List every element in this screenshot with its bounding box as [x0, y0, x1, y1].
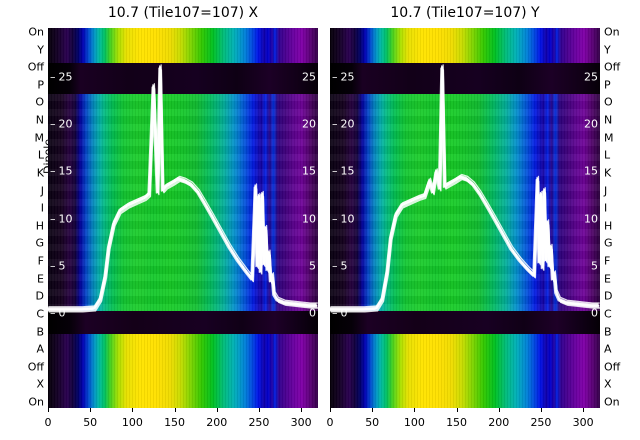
bandpass-trace [330, 66, 600, 311]
heat-band-separator-upper [48, 62, 318, 95]
dipole-tick-label: On [28, 25, 44, 39]
x-tick-mark [414, 408, 416, 412]
dipole-tick-label: E [604, 272, 611, 286]
dipole-tick-label: Off [27, 60, 44, 74]
dipole-tick-label: K [36, 166, 44, 180]
dipole-axis-right: On Y Off P O N M L K J I H G F E D C B A Off X On [604, 25, 638, 409]
dipole-tick-label: D [604, 289, 613, 303]
heatmap-panel-y[interactable]: 25201510502520151050 [330, 28, 600, 408]
bandpass-trace [330, 64, 600, 308]
dipole-tick-label: A [36, 342, 44, 356]
dipole-tick-label: D [35, 289, 44, 303]
heatmap-panel-x[interactable]: 25201510502520151050 [48, 28, 318, 408]
x-tick-label: 50 [365, 416, 380, 429]
dipole-tick-label: H [35, 219, 44, 233]
x-tick-label: 0 [326, 416, 334, 429]
dipole-tick-label: Off [27, 360, 44, 374]
x-tick-label: 100 [403, 416, 425, 429]
x-tick-label: 250 [248, 416, 270, 429]
bandpass-trace [48, 65, 317, 309]
panel-title-y: 10.7 (Tile107=107) Y [390, 5, 540, 21]
bandpass-trace [48, 67, 316, 311]
x-tick-mark [540, 408, 542, 412]
dipole-tick-label: C [604, 307, 612, 321]
x-tick-mark [456, 408, 458, 412]
dipole-tick-label: P [37, 78, 44, 92]
bandpass-trace [48, 64, 318, 308]
dipole-tick-label: On [28, 395, 44, 409]
x-tick-mark [48, 408, 49, 412]
dipole-tick-label: I [604, 201, 608, 215]
dipole-tick-label: I [40, 201, 44, 215]
bandpass-trace [48, 66, 318, 311]
dipole-tick-label: H [604, 219, 613, 233]
dipole-tick-label: F [604, 254, 611, 268]
bandpass-trace [330, 65, 599, 309]
x-tick-mark [258, 408, 260, 412]
heat-band-separator-lower [48, 311, 318, 335]
dipole-tick-label: Off [604, 360, 621, 374]
x-tick-label: 200 [206, 416, 228, 429]
dipole-tick-label: E [37, 272, 44, 286]
x-tick-mark [132, 408, 134, 412]
x-tick-mark [330, 408, 331, 412]
dipole-tick-label: On [604, 25, 620, 39]
x-tick-mark [90, 408, 92, 412]
x-tick-label: 200 [488, 416, 510, 429]
dipole-tick-label: G [35, 236, 44, 250]
dipole-tick-label: N [35, 113, 44, 127]
dipole-tick-label: N [604, 113, 613, 127]
bandpass-trace [330, 69, 600, 313]
dipole-tick-label: A [604, 342, 612, 356]
x-tick-label: 300 [572, 416, 594, 429]
x-tick-mark [216, 408, 218, 412]
heat-band-separator-upper [330, 62, 600, 95]
dipole-tick-label: On [604, 395, 620, 409]
x-tick-label: 150 [164, 416, 186, 429]
dipole-tick-label: L [604, 148, 611, 162]
x-tick-mark [583, 408, 585, 412]
panel-title-x: 10.7 (Tile107=107) X [107, 5, 259, 21]
dipole-tick-label: M [604, 131, 614, 145]
x-tick-mark [301, 408, 303, 412]
x-tick-label: 300 [290, 416, 312, 429]
x-tick-mark [372, 408, 374, 412]
dipole-tick-label: B [36, 325, 44, 339]
x-tick-label: 150 [446, 416, 468, 429]
dipole-tick-label: Off [604, 60, 621, 74]
x-tick-label: 250 [530, 416, 552, 429]
bandpass-trace [330, 68, 600, 312]
x-tick-mark [174, 408, 176, 412]
heat-band-separator-lower [330, 311, 600, 335]
dipole-tick-label: X [604, 377, 612, 391]
dipole-tick-label: G [604, 236, 613, 250]
x-tick-label: 0 [44, 416, 52, 429]
bandpass-trace [48, 69, 318, 313]
x-tick-mark [498, 408, 500, 412]
bandpass-trace [330, 67, 598, 311]
bandpass-trace-group [48, 64, 318, 313]
dipole-tick-label: J [40, 184, 44, 198]
dipole-tick-label: K [604, 166, 612, 180]
x-tick-label: 50 [83, 416, 98, 429]
dipole-tick-label: O [35, 95, 44, 109]
x-axis-right: 0 50 100 150 200 250 300 [326, 408, 600, 438]
dipole-tick-label: X [36, 377, 44, 391]
dipole-tick-label: M [34, 131, 45, 145]
dipole-tick-label: O [604, 95, 613, 109]
dipole-tick-label: P [604, 78, 611, 92]
bandpass-trace [48, 68, 318, 312]
dipole-tick-label: B [604, 325, 612, 339]
bandpass-trace-group [330, 64, 600, 313]
x-tick-label: 100 [121, 416, 143, 429]
dipole-tick-label: Y [604, 43, 611, 57]
dipole-tick-label: J [604, 184, 608, 198]
dipole-tick-label: C [36, 307, 44, 321]
dipole-tick-label: Y [37, 43, 44, 57]
dipole-axis-left: On Y Off P O N M L K J I H G F E D C B A Off X On [10, 25, 45, 409]
dipole-tick-label: L [37, 148, 44, 162]
dipole-tick-label: F [37, 254, 44, 268]
x-axis-left: 0 50 100 150 200 250 300 [44, 408, 318, 438]
